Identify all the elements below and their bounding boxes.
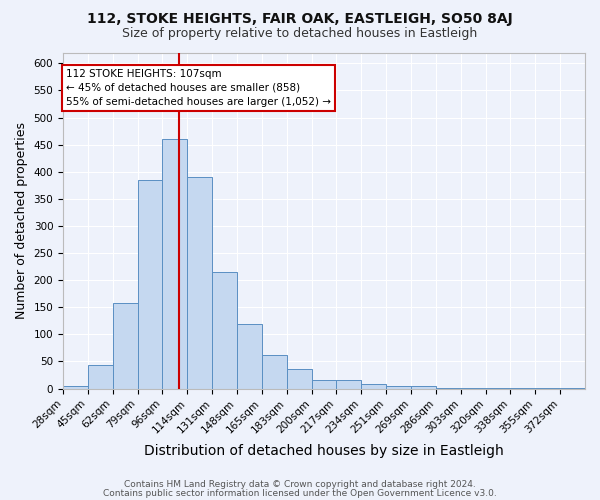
- Bar: [287, 369, 311, 388]
- Text: Contains HM Land Registry data © Crown copyright and database right 2024.: Contains HM Land Registry data © Crown c…: [124, 480, 476, 489]
- Bar: [361, 384, 386, 388]
- Bar: [237, 324, 262, 388]
- Bar: [88, 364, 113, 388]
- Bar: [386, 386, 411, 388]
- Bar: [212, 272, 237, 388]
- Text: 112, STOKE HEIGHTS, FAIR OAK, EASTLEIGH, SO50 8AJ: 112, STOKE HEIGHTS, FAIR OAK, EASTLEIGH,…: [87, 12, 513, 26]
- Bar: [163, 139, 187, 388]
- Y-axis label: Number of detached properties: Number of detached properties: [15, 122, 28, 319]
- Bar: [113, 304, 137, 388]
- Bar: [311, 380, 337, 388]
- X-axis label: Distribution of detached houses by size in Eastleigh: Distribution of detached houses by size …: [144, 444, 504, 458]
- Bar: [63, 386, 88, 388]
- Bar: [187, 177, 212, 388]
- Text: 112 STOKE HEIGHTS: 107sqm
← 45% of detached houses are smaller (858)
55% of semi: 112 STOKE HEIGHTS: 107sqm ← 45% of detac…: [66, 69, 331, 107]
- Bar: [411, 386, 436, 388]
- Bar: [262, 355, 287, 388]
- Text: Size of property relative to detached houses in Eastleigh: Size of property relative to detached ho…: [122, 28, 478, 40]
- Bar: [337, 380, 361, 388]
- Bar: [137, 180, 163, 388]
- Text: Contains public sector information licensed under the Open Government Licence v3: Contains public sector information licen…: [103, 488, 497, 498]
